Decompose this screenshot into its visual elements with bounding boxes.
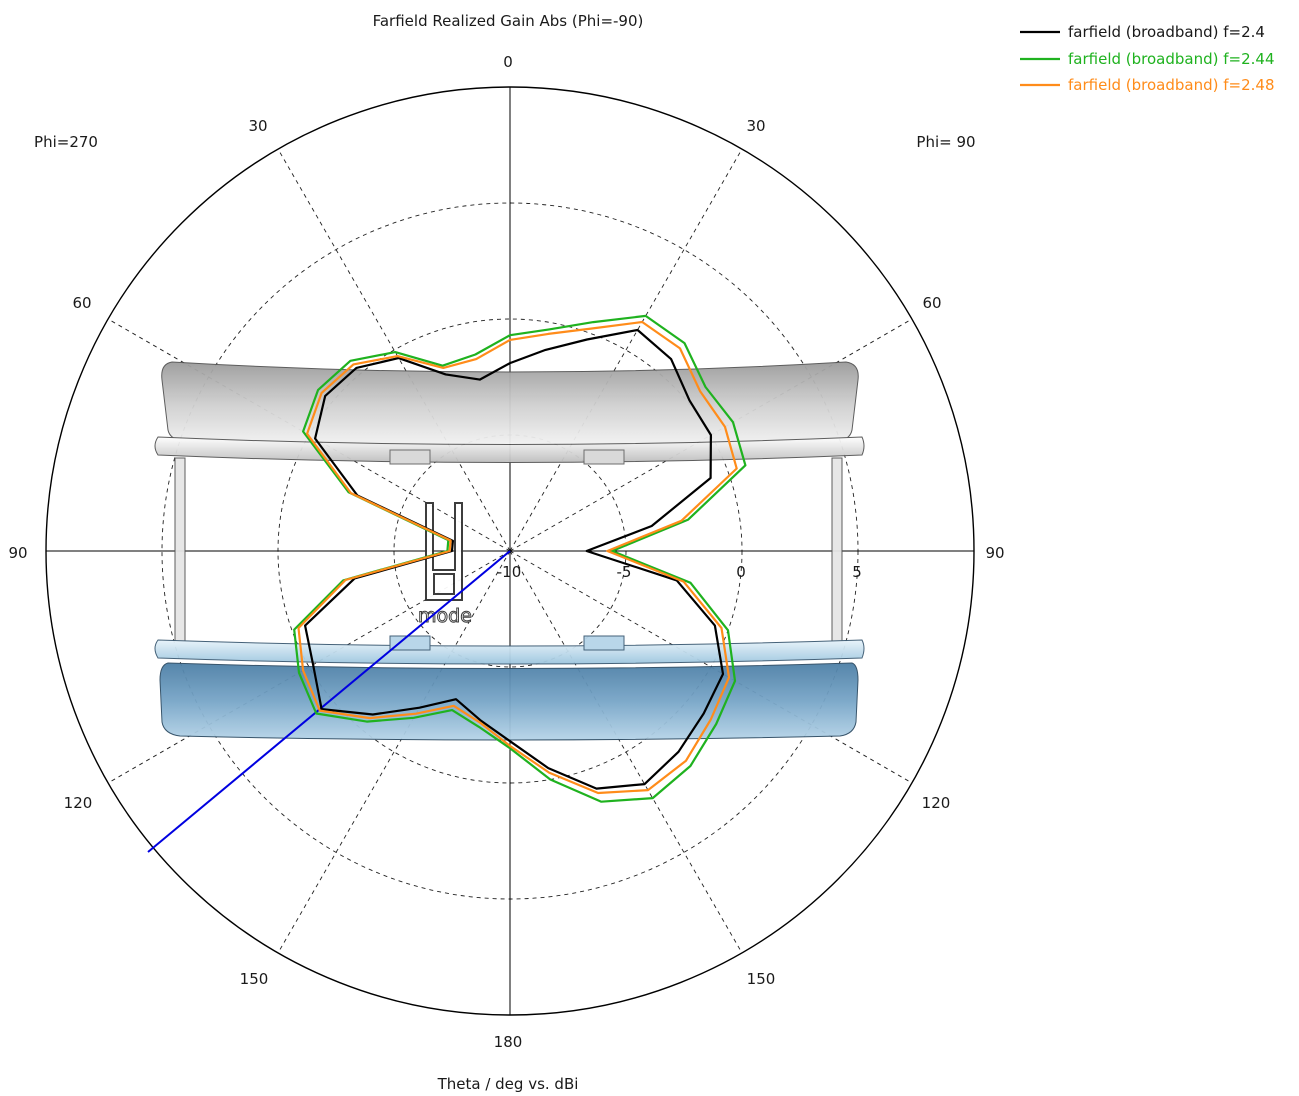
radial-tick-minus10: -10 bbox=[497, 563, 522, 581]
angle-tick-left: 90 bbox=[8, 544, 27, 562]
angle-tick-mid-upper-right: 60 bbox=[922, 294, 941, 312]
model-top-body bbox=[161, 361, 859, 448]
model-chip bbox=[433, 573, 455, 595]
angle-tick-upper-right: 30 bbox=[746, 117, 765, 135]
angle-tick-upper-left: 30 bbox=[248, 117, 267, 135]
series-line-2 bbox=[297, 320, 738, 795]
phi-90-label: Phi= 90 bbox=[916, 133, 975, 151]
angle-tick-top: 0 bbox=[503, 53, 513, 71]
model-clip-br bbox=[583, 635, 625, 651]
angle-tick-bottom: 180 bbox=[494, 1033, 523, 1051]
angle-labels: 0 30 60 90 120 150 180 150 120 90 60 30 bbox=[8, 53, 1004, 1051]
x-axis-label: Theta / deg vs. dBi bbox=[437, 1075, 579, 1093]
series-layer bbox=[293, 314, 747, 803]
spoke-150 bbox=[509, 550, 743, 954]
series-line-0 bbox=[304, 328, 725, 790]
angle-tick-lower-right: 150 bbox=[747, 970, 776, 988]
legend-label-f2-4: farfield (broadband) f=2.4 bbox=[1068, 23, 1265, 41]
angle-tick-lower-left: 150 bbox=[240, 970, 269, 988]
model-top-plate bbox=[154, 436, 865, 463]
model-post-left bbox=[174, 457, 186, 643]
radial-tick-minus5: -5 bbox=[617, 563, 632, 581]
legend-label-f2-44: farfield (broadband) f=2.44 bbox=[1068, 50, 1274, 68]
angle-tick-mid-lower-left: 120 bbox=[64, 794, 93, 812]
legend: farfield (broadband) f=2.4 farfield (bro… bbox=[1020, 23, 1274, 94]
radial-tick-5: 5 bbox=[852, 563, 862, 581]
chart-title: Farfield Realized Gain Abs (Phi=-90) bbox=[373, 12, 644, 30]
radial-labels: -10 -5 0 5 bbox=[497, 563, 862, 581]
model-clip-bl bbox=[389, 635, 431, 651]
spoke-210 bbox=[277, 550, 511, 954]
series-line-1 bbox=[293, 314, 747, 803]
angle-tick-mid-lower-right: 120 bbox=[922, 794, 951, 812]
radial-tick-0: 0 bbox=[736, 563, 746, 581]
model-label: mode bbox=[418, 605, 472, 627]
model-clip-tl bbox=[389, 449, 431, 465]
model-post-right bbox=[831, 457, 843, 643]
antenna-model-image: mode bbox=[154, 361, 865, 741]
spoke-30 bbox=[509, 148, 743, 552]
spoke-330 bbox=[277, 148, 511, 552]
angle-tick-right: 90 bbox=[985, 544, 1004, 562]
legend-label-f2-48: farfield (broadband) f=2.48 bbox=[1068, 76, 1274, 94]
model-bottom-body bbox=[159, 662, 859, 741]
model-bottom-plate bbox=[154, 639, 865, 665]
phi-270-label: Phi=270 bbox=[34, 133, 98, 151]
model-clip-tr bbox=[583, 449, 625, 465]
axis-indicator-line bbox=[147, 550, 511, 853]
angle-tick-mid-upper-left: 60 bbox=[72, 294, 91, 312]
